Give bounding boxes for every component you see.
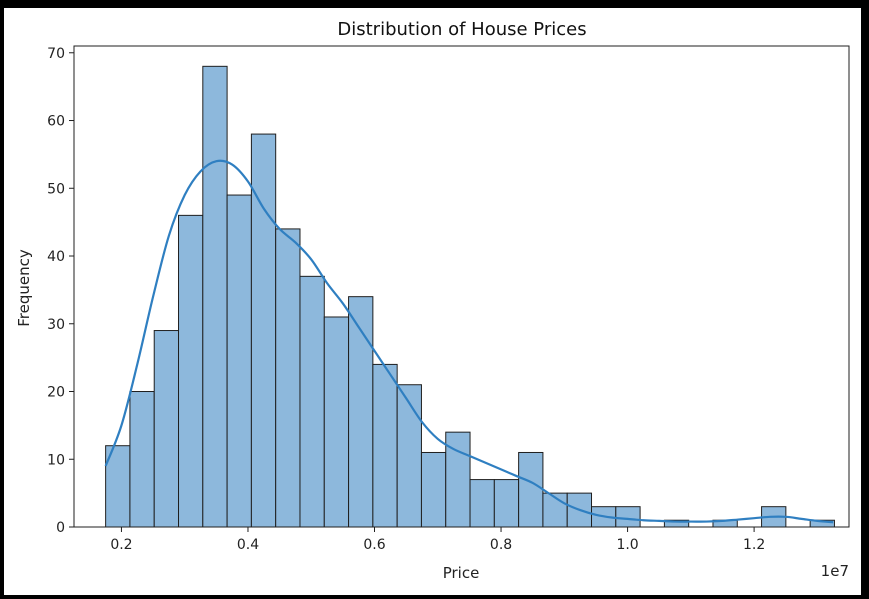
histogram-bar (226, 194, 252, 528)
x-axis-ticks: 0.2 0.4 0.6 0.8 1.0 1.2 (110, 527, 765, 553)
x-tick-label: 1.0 (616, 537, 638, 553)
x-tick-label: 0.8 (490, 537, 512, 553)
histogram-bar (299, 275, 325, 528)
histogram-bar (323, 316, 350, 528)
histogram-bar (420, 451, 447, 528)
histogram-chart: Distribution of House Prices 0.2 0.4 0.6 0.… (15, 19, 850, 582)
y-tick-label: 20 (47, 385, 65, 401)
y-tick-label: 30 (47, 317, 65, 333)
histogram-bar (372, 363, 398, 528)
histogram-bar (153, 330, 180, 528)
y-tick-label: 60 (47, 114, 65, 130)
bars-group (105, 65, 835, 528)
x-tick-label: 0.6 (363, 537, 385, 553)
x-tick-label: 0.4 (237, 537, 259, 553)
histogram-bar (129, 391, 155, 528)
histogram-bar (518, 451, 544, 528)
histogram-bar (469, 479, 495, 528)
histogram-bar (615, 506, 641, 528)
x-axis-offset-label: 1e7 (821, 562, 849, 580)
histogram-bar (178, 214, 204, 528)
x-tick-label: 1.2 (743, 537, 765, 553)
y-axis-ticks: 0 10 20 30 40 50 60 70 (47, 46, 74, 536)
histogram-bar (493, 479, 520, 528)
plot-area (73, 45, 850, 528)
chart-title: Distribution of House Prices (337, 19, 586, 40)
figure-frame: Distribution of House Prices 0.2 0.4 0.6 0.… (4, 8, 861, 595)
histogram-bar (105, 445, 131, 528)
y-tick-label: 50 (47, 181, 65, 197)
x-axis-label: Price (443, 564, 480, 582)
y-tick-label: 0 (56, 520, 65, 536)
histogram-bar (202, 65, 228, 528)
y-tick-label: 40 (47, 249, 65, 265)
y-axis-label: Frequency (15, 249, 33, 327)
y-tick-label: 70 (47, 46, 65, 62)
x-tick-label: 0.2 (110, 537, 132, 553)
histogram-bar (250, 133, 277, 528)
kde-line (104, 159, 834, 524)
y-tick-label: 10 (47, 452, 65, 468)
histogram-bar (275, 228, 301, 528)
histogram-bar (396, 384, 422, 528)
